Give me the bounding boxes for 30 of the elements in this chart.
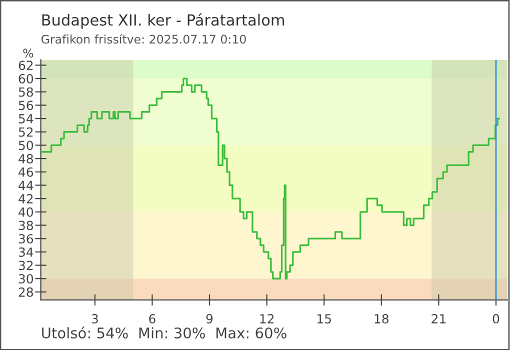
y-tick-label: 32: [18, 260, 33, 270]
y-axis-title: %: [23, 48, 34, 58]
y-tick-label: 62: [18, 60, 33, 70]
x-tick-label: 21: [432, 314, 446, 324]
x-tick-label: 0: [492, 314, 500, 324]
x-tick-label: 3: [92, 314, 98, 324]
chart-title: Budapest XII. ker - Páratartalom: [42, 13, 284, 29]
y-tick-label: 58: [18, 87, 33, 97]
y-tick-label: 56: [18, 100, 34, 110]
y-tick-label: 38: [18, 220, 33, 230]
text: Utolsó: 54% Min: 30% Max: 60%: [42, 326, 286, 338]
y-tick-label: 34: [18, 247, 34, 257]
y-tick-label: 46: [18, 167, 34, 177]
chart-subtitle: Grafikon frissítve: 2025.07.17 0:10: [41, 34, 246, 44]
y-tick-label: 50: [18, 140, 34, 150]
y-tick-label: 40: [18, 207, 34, 217]
y-tick-label: 48: [18, 154, 33, 164]
x-tick-label: 9: [206, 314, 213, 324]
y-tick-label: 60: [18, 74, 34, 84]
x-tick-label: 12: [260, 314, 274, 324]
y-tick-label: 52: [18, 127, 33, 137]
y-tick-label: 42: [18, 194, 33, 204]
y-tick-label: 54: [18, 114, 34, 124]
x-tick-label: 6: [149, 314, 156, 324]
x-tick-label: 18: [374, 314, 388, 324]
y-tick-label: 44: [18, 180, 34, 190]
y-tick-label: 36: [18, 234, 34, 244]
x-tick-label: 15: [318, 314, 331, 324]
y-tick-label: 28: [18, 287, 33, 297]
y-tick-label: 30: [18, 274, 34, 284]
